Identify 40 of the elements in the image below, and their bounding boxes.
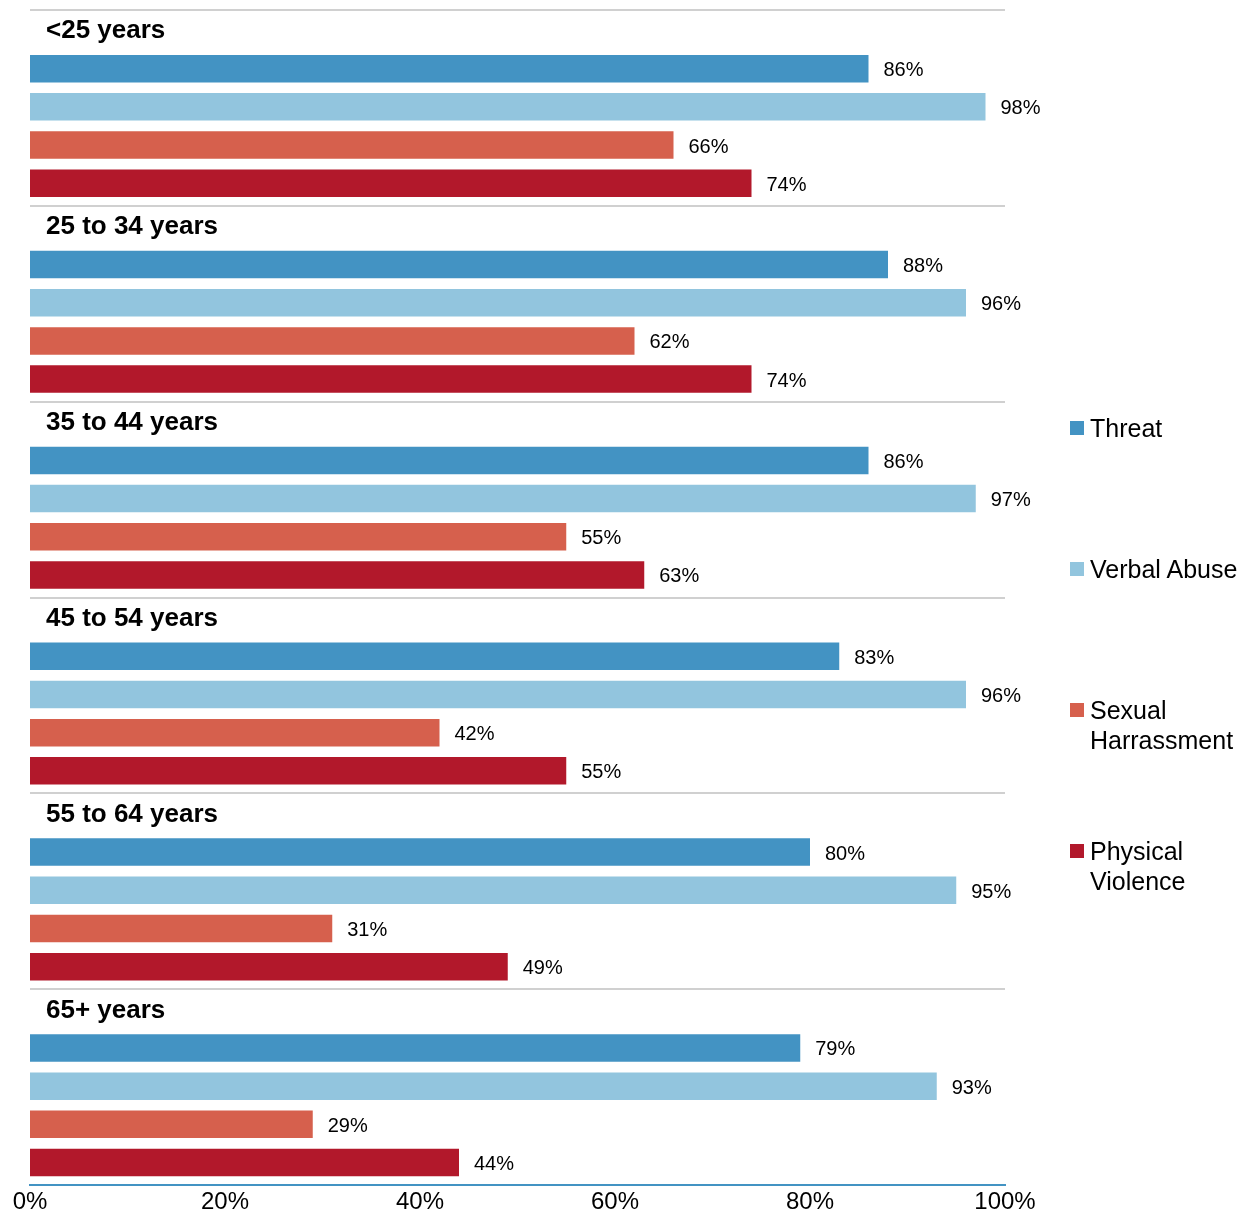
y-tick-label: 25 to 34 years <box>46 210 219 241</box>
text: 29% <box>327 1113 368 1136</box>
x-tick-label: 40% <box>395 1187 445 1215</box>
text: 97% <box>990 488 1031 511</box>
y-tick-label: 35 to 44 years <box>46 405 219 436</box>
text: 86% <box>883 449 924 472</box>
text: 98% <box>1000 96 1041 119</box>
legend-label: Physical Violence <box>1090 836 1187 896</box>
legend-label: Sexual Harrassment <box>1090 695 1235 755</box>
text: 49% <box>522 956 563 979</box>
text: 96% <box>981 292 1022 315</box>
text: 62% <box>649 330 690 353</box>
text: 31% <box>347 918 388 941</box>
text: 93% <box>951 1075 992 1098</box>
text: 96% <box>981 683 1022 706</box>
text: 88% <box>903 254 944 277</box>
x-tick-label: 0% <box>12 1187 48 1215</box>
x-tick-label: 20% <box>200 1187 250 1215</box>
legend-label: Threat <box>1090 413 1164 443</box>
x-tick-label: 80% <box>785 1187 835 1215</box>
legend-label: Verbal Abuse <box>1090 554 1239 584</box>
text: 42% <box>454 722 495 745</box>
text: 80% <box>825 841 866 864</box>
y-tick-label: 65+ years <box>46 993 166 1024</box>
text: 74% <box>766 172 807 195</box>
text: 44% <box>474 1152 515 1175</box>
y-tick-label: 45 to 54 years <box>46 601 219 632</box>
text: 63% <box>659 564 700 587</box>
text: 55% <box>581 526 622 549</box>
x-tick-label: 60% <box>590 1187 640 1215</box>
text: 66% <box>688 134 729 157</box>
y-tick-label: <25 years <box>46 14 166 45</box>
text: 86% <box>883 58 924 81</box>
x-tick-label: 100% <box>974 1187 1036 1215</box>
text: 83% <box>854 645 895 668</box>
text: 74% <box>766 368 807 391</box>
text: 95% <box>971 879 1012 902</box>
y-tick-label: 55 to 64 years <box>46 797 219 828</box>
text: 55% <box>581 760 622 783</box>
text: 79% <box>815 1037 856 1060</box>
